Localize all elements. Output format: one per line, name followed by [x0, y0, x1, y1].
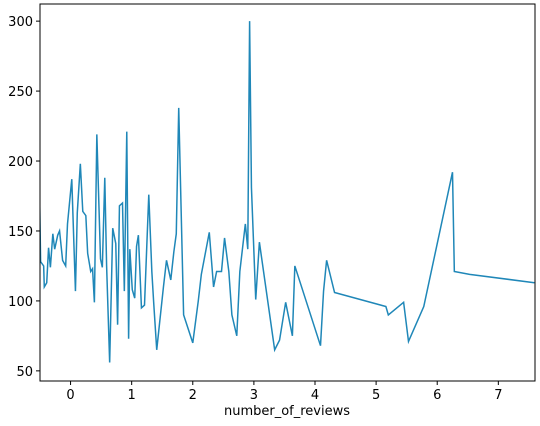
y-tick-label: 150 — [8, 225, 33, 240]
plot-frame — [39, 3, 536, 382]
x-tick-label: 6 — [433, 388, 441, 403]
y-tick-label: 200 — [8, 155, 33, 170]
x-tick-label: 0 — [66, 388, 74, 403]
x-tick-label: 2 — [189, 388, 197, 403]
y-tick-label: 300 — [8, 15, 33, 30]
x-tick-label: 4 — [311, 388, 319, 403]
y-tick-label: 100 — [8, 295, 33, 310]
x-tick-label: 3 — [250, 388, 258, 403]
x-tick-label: 1 — [128, 388, 136, 403]
x-axis-label: number_of_reviews — [224, 404, 350, 419]
x-tick-label: 7 — [494, 388, 502, 403]
line — [40, 21, 535, 363]
x-tick-label: 5 — [372, 388, 380, 403]
y-tick-label: 50 — [16, 365, 33, 380]
y-tick-label: 250 — [8, 85, 33, 100]
